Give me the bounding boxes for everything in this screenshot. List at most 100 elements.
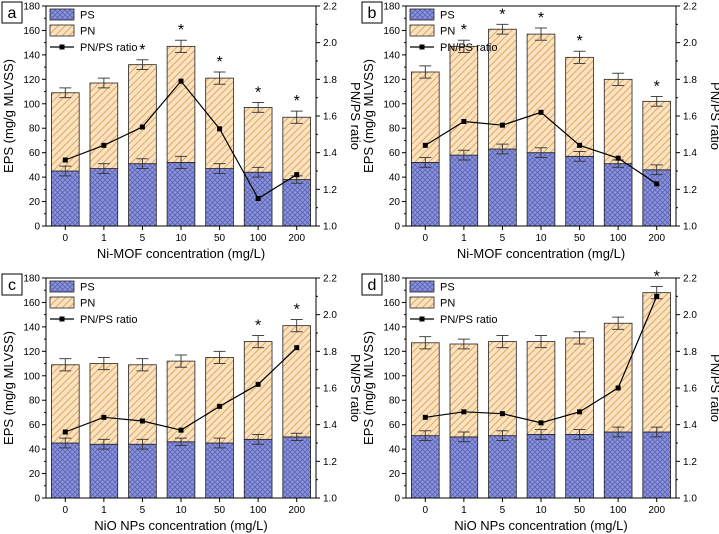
x-tick-label: 5 (500, 233, 506, 244)
y-tick-label: 20 (389, 197, 401, 208)
ps-bar (603, 431, 633, 499)
panel-label-box (361, 1, 383, 24)
pn-bar (603, 78, 633, 165)
legend-pn-label: PN (80, 26, 95, 38)
legend-ps-swatch (409, 280, 435, 293)
y-tick-label: 160 (23, 26, 40, 37)
ps-bar (565, 434, 594, 499)
pn-bar (282, 116, 312, 180)
y-tick-label: 140 (23, 322, 40, 333)
y-tick-label: 80 (29, 396, 41, 407)
legend-pn-swatch (49, 24, 75, 37)
ps-bar (642, 169, 672, 227)
y-tick-label: 180 (23, 274, 40, 285)
ratio-point (62, 157, 68, 163)
y2-tick-label: 1.4 (683, 148, 697, 159)
y-tick-label: 140 (383, 322, 400, 333)
y2-tick-label: 1.8 (323, 347, 337, 358)
significance-star: * (139, 42, 145, 59)
y-tick-label: 180 (23, 2, 40, 13)
significance-star: * (538, 10, 544, 27)
significance-star: * (255, 85, 261, 102)
y2-tick-label: 1.8 (323, 75, 337, 86)
x-tick-label: 100 (610, 505, 627, 516)
legend-ratio-label: PN/PS ratio (80, 42, 137, 54)
ratio-point (62, 429, 68, 435)
ratio-point (101, 414, 107, 420)
x-axis-title: Ni-MOF concentration (mg/L) (457, 246, 625, 261)
ratio-point (178, 427, 184, 433)
ratio-point (422, 414, 428, 420)
y-axis-title: EPS (mg/g MLVSS) (1, 331, 16, 445)
ps-bar (603, 163, 633, 227)
pn-bar (282, 325, 312, 438)
x-axis-title: Ni-MOF concentration (mg/L) (97, 246, 265, 261)
ratio-point (294, 345, 300, 351)
y-tick-label: 180 (383, 274, 400, 285)
x-tick-label: 1 (461, 233, 467, 244)
y2-tick-label: 1.2 (323, 185, 337, 196)
y2-axis-title: PN/PS ratio (708, 82, 719, 150)
ratio-point (217, 403, 223, 409)
pn-bar (205, 77, 234, 169)
y2-tick-label: 2.2 (683, 274, 697, 285)
x-tick-label: 200 (288, 505, 305, 516)
y2-axis-title: PN/PS ratio (348, 354, 363, 422)
pn-bar (526, 33, 556, 154)
panel-label-box (1, 273, 23, 296)
y-tick-label: 40 (29, 445, 41, 456)
significance-star: * (499, 6, 505, 23)
legend-pn-swatch (409, 296, 435, 309)
pn-bar (205, 357, 234, 444)
ps-bar (128, 163, 157, 227)
x-tick-label: 0 (423, 233, 429, 244)
ps-bar (526, 434, 556, 499)
y2-tick-label: 1.8 (683, 347, 697, 358)
pn-bar (89, 82, 119, 169)
x-tick-label: 200 (648, 505, 665, 516)
x-tick-label: 10 (175, 505, 187, 516)
ratio-point (255, 381, 261, 387)
y-tick-label: 0 (34, 222, 40, 233)
y2-tick-label: 1.2 (683, 457, 697, 468)
ratio-point (538, 109, 544, 115)
legend-ratio-marker (59, 44, 65, 50)
pn-bar (642, 292, 672, 433)
x-tick-label: 50 (214, 505, 226, 516)
ps-bar (128, 443, 157, 499)
y-tick-label: 160 (383, 26, 400, 37)
ratio-point (139, 418, 145, 424)
ps-bar (282, 179, 312, 227)
x-tick-label: 10 (535, 505, 547, 516)
pn-bar (488, 28, 517, 150)
ps-bar (205, 168, 234, 227)
x-tick-label: 0 (423, 505, 429, 516)
ratio-point (499, 122, 505, 128)
ratio-point (255, 196, 261, 201)
y-tick-label: 100 (383, 371, 400, 382)
pn-bar (243, 341, 273, 440)
x-tick-label: 200 (288, 233, 305, 244)
ps-bar (411, 162, 440, 227)
y2-tick-label: 2.0 (323, 38, 337, 49)
pn-bar (128, 64, 157, 165)
x-tick-label: 1 (101, 233, 107, 244)
ratio-point (499, 411, 505, 417)
significance-star: * (216, 54, 222, 71)
ratio-point (654, 293, 660, 299)
y-tick-label: 20 (389, 469, 401, 480)
pn-bar (89, 363, 119, 445)
ps-bar (488, 435, 517, 499)
y2-tick-label: 1.6 (683, 384, 697, 395)
significance-star: * (178, 22, 184, 39)
y2-tick-label: 1.8 (683, 75, 697, 86)
legend-ps-swatch (409, 8, 435, 21)
y2-tick-label: 2.0 (683, 38, 697, 49)
y2-tick-label: 2.2 (683, 2, 697, 13)
legend-pn-swatch (49, 296, 75, 309)
significance-star: * (654, 78, 660, 95)
y-tick-label: 60 (389, 148, 401, 159)
y-tick-label: 20 (29, 469, 41, 480)
legend-ratio-marker (419, 316, 425, 322)
